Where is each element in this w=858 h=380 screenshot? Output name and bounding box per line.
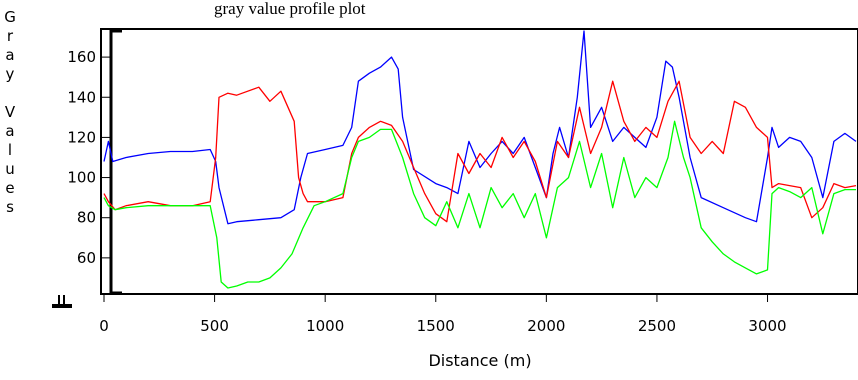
y-tick-label: 60 bbox=[77, 249, 96, 267]
y-axis-label-letter: a bbox=[5, 46, 14, 64]
y-tick-label: 140 bbox=[67, 88, 96, 106]
x-tick-label: 0 bbox=[99, 317, 109, 335]
y-tick-label: 160 bbox=[67, 48, 96, 66]
y-tick-label: 80 bbox=[77, 209, 96, 227]
x-axis-title: Distance (m) bbox=[428, 351, 531, 370]
y-axis-label-letter: y bbox=[6, 65, 15, 83]
x-ticks: 0 500 1000 1500 2000 2500 3000 bbox=[99, 294, 787, 335]
y-axis-label-letter: u bbox=[5, 160, 15, 178]
y-axis-label-letter: G bbox=[4, 8, 16, 26]
series-line-3 bbox=[103, 120, 856, 289]
resize-handle-icon[interactable] bbox=[52, 295, 72, 308]
x-tick-label: 1500 bbox=[417, 317, 455, 335]
x-tick-label: 3000 bbox=[748, 317, 786, 335]
series-lines bbox=[103, 30, 857, 289]
y-axis-label-letter: s bbox=[6, 198, 14, 216]
y-axis-label-letter: V bbox=[5, 103, 16, 121]
y-axis-label-letter: a bbox=[5, 122, 14, 140]
y-axis-label-letter: e bbox=[5, 179, 14, 197]
plot-frame bbox=[100, 28, 858, 295]
y-ticks: 60 80 100 120 140 160 bbox=[67, 48, 111, 267]
x-tick-label: 500 bbox=[200, 317, 229, 335]
x-tick-label: 1000 bbox=[306, 317, 344, 335]
y-axis-label-letter: l bbox=[8, 141, 12, 159]
chart-caption: gray value profile plot bbox=[214, 0, 366, 18]
x-tick-label: 2500 bbox=[638, 317, 676, 335]
y-axis-label-letter: r bbox=[7, 27, 14, 45]
x-tick-label: 2000 bbox=[527, 317, 565, 335]
series-line-2 bbox=[103, 80, 857, 223]
y-tick-label: 120 bbox=[67, 128, 96, 146]
y-tick-label: 100 bbox=[67, 169, 96, 187]
